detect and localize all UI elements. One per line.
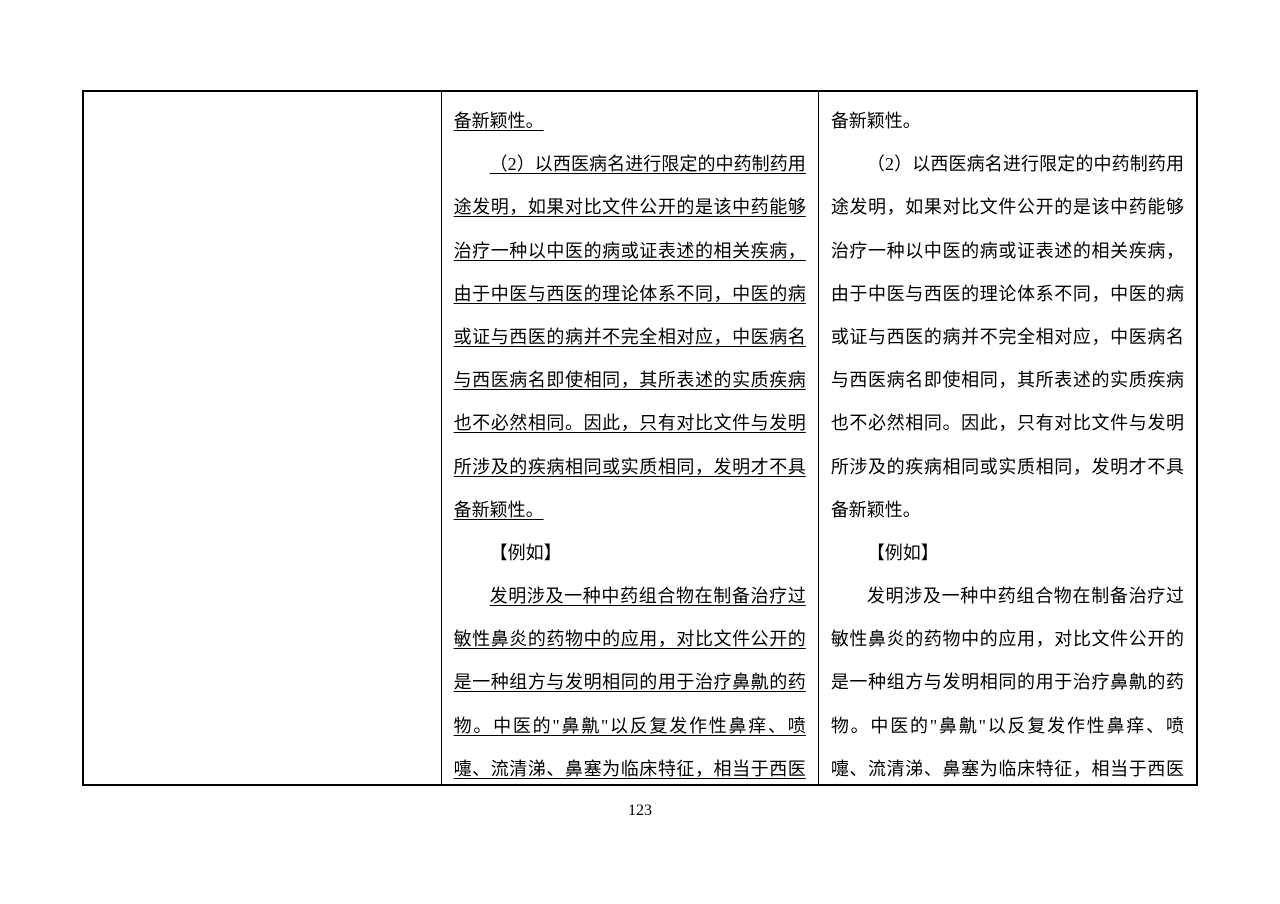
col3-para2: （2）以西医病名进行限定的中药制药用途发明，如果对比文件公开的是该中药能够治疗一… (831, 143, 1184, 532)
comparison-table: 备新颖性。 （2）以西医病名进行限定的中药制药用途发明，如果对比文件公开的是该中… (82, 90, 1198, 786)
col2-para2: （2）以西医病名进行限定的中药制药用途发明，如果对比文件公开的是该中药能够治疗一… (454, 143, 806, 532)
col2-continuation: 备新颖性。 (454, 100, 806, 143)
col3-continuation: 备新颖性。 (831, 100, 1184, 143)
col2-example-text: 发明涉及一种中药组合物在制备治疗过敏性鼻炎的药物中的应用，对比文件公开的是一种组… (454, 575, 806, 784)
col3-example-text: 发明涉及一种中药组合物在制备治疗过敏性鼻炎的药物中的应用，对比文件公开的是一种组… (831, 575, 1184, 784)
col3-example-label: 【例如】 (831, 532, 1184, 575)
table-column-1 (84, 92, 442, 784)
table-column-3: 备新颖性。 （2）以西医病名进行限定的中药制药用途发明，如果对比文件公开的是该中… (819, 92, 1196, 784)
table-column-2: 备新颖性。 （2）以西医病名进行限定的中药制药用途发明，如果对比文件公开的是该中… (442, 92, 819, 784)
col2-example-label: 【例如】 (454, 532, 806, 575)
page-number: 123 (82, 802, 1198, 820)
